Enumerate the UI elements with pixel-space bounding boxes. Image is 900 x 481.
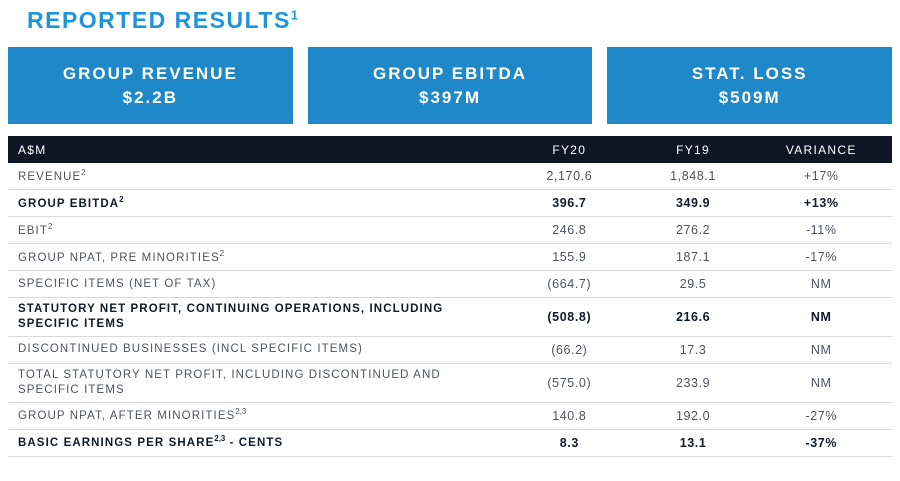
kpi-row: GROUP REVENUE $2.2B GROUP EBITDA $397M S…	[8, 47, 893, 124]
table-row: GROUP NPAT, PRE MINORITIES2 155.9 187.1 -17…	[8, 244, 892, 271]
cell-variance: -17%	[805, 249, 838, 264]
table-row: GROUP NPAT, AFTER MINORITIES2,3 140.8 192.…	[8, 403, 892, 430]
row-label: EBIT2	[18, 221, 53, 237]
cell-fy20: 155.9	[552, 249, 587, 264]
row-label: GROUP NPAT, PRE MINORITIES2	[18, 248, 225, 264]
cell-fy19: 29.5	[679, 276, 707, 291]
row-label-footnote: 2	[47, 221, 53, 231]
table-row: SPECIFIC ITEMS (NET OF TAX) (664.7) 29.5 NM	[8, 271, 892, 298]
results-slide: REPORTED RESULTS1 GROUP REVENUE $2.2B GR…	[0, 7, 900, 481]
cell-fy20: (508.8)	[547, 309, 592, 324]
kpi-value: $397M	[419, 87, 481, 107]
table-row: STATUTORY NET PROFIT, CONTINUING OPERATI…	[8, 298, 892, 337]
table-row: DISCONTINUED BUSINESSES (INCL SPECIFIC I…	[8, 337, 892, 364]
cell-variance: -37%	[805, 435, 838, 450]
row-label-footnote: 2	[81, 167, 86, 177]
row-label: STATUTORY NET PROFIT, CONTINUING OPERATI…	[18, 303, 444, 330]
cell-fy19: 233.9	[675, 375, 711, 390]
cell-fy19: 187.1	[675, 249, 711, 264]
row-label: GROUP NPAT, AFTER MINORITIES2,3	[18, 407, 247, 423]
table-row: REVENUE2 2,170.6 1,848.1 +17%	[8, 163, 892, 190]
row-label-footnote: 2,3	[235, 407, 247, 417]
page-title-footnote: 1	[290, 8, 298, 23]
cell-fy20: 246.8	[552, 222, 587, 237]
results-table: A$M FY20 FY19 VARIANCE REVENUE2 2,170.6 1,…	[8, 136, 892, 457]
row-label-footnote: 2	[219, 248, 225, 258]
cell-variance: +17%	[803, 168, 839, 183]
row-label: BASIC EARNINGS PER SHARE2,3 - CENTS	[18, 434, 284, 450]
cell-variance: NM	[810, 342, 832, 357]
row-label: TOTAL STATUTORY NET PROFIT, INCLUDING DI…	[18, 368, 441, 396]
row-label: DISCONTINUED BUSINESSES (INCL SPECIFIC I…	[18, 343, 363, 356]
cell-fy19: 216.6	[675, 309, 711, 324]
column-header-asm: A$M	[18, 142, 47, 157]
cell-variance: +13%	[803, 195, 839, 210]
cell-variance: -11%	[805, 222, 837, 237]
row-label: GROUP EBITDA2	[18, 194, 124, 210]
table-row: TOTAL STATUTORY NET PROFIT, INCLUDING DI…	[8, 364, 892, 403]
kpi-value: $509M	[718, 87, 781, 107]
table-row: GROUP EBITDA2 396.7 349.9 +13%	[8, 190, 892, 217]
table-header-row: A$M FY20 FY19 VARIANCE	[8, 136, 892, 163]
row-label: SPECIFIC ITEMS (NET OF TAX)	[18, 277, 217, 290]
row-label-footnote: 2	[119, 194, 124, 204]
cell-fy19: 276.2	[675, 222, 711, 237]
cell-fy20: 396.7	[552, 195, 587, 210]
kpi-label: GROUP REVENUE	[62, 63, 238, 83]
cell-variance: NM	[810, 309, 832, 324]
cell-fy19: 13.1	[679, 435, 707, 450]
cell-fy19: 192.0	[675, 408, 711, 423]
kpi-box-group-ebitda: GROUP EBITDA $397M	[307, 47, 593, 124]
table-row: EBIT2 246.8 276.2 -11%	[8, 217, 892, 244]
table-body: REVENUE2 2,170.6 1,848.1 +17% GROUP EBITDA2 3…	[8, 163, 892, 457]
cell-fy20: (664.7)	[547, 276, 592, 291]
page-title: REPORTED RESULTS1	[27, 7, 892, 34]
cell-variance: -27%	[805, 408, 838, 423]
cell-variance: NM	[810, 276, 832, 291]
page-title-text: REPORTED RESULTS	[27, 7, 291, 33]
column-header-variance: VARIANCE	[785, 142, 857, 157]
cell-variance: NM	[810, 375, 832, 390]
cell-fy20: 8.3	[559, 435, 579, 450]
row-label-footnote: 2,3	[214, 434, 226, 444]
cell-fy20: (66.2)	[551, 342, 588, 357]
cell-fy19: 17.3	[679, 342, 707, 357]
kpi-box-group-revenue: GROUP REVENUE $2.2B	[8, 47, 293, 124]
row-label: REVENUE2	[18, 167, 86, 183]
kpi-value: $2.2B	[122, 87, 179, 107]
cell-fy20: 140.8	[552, 408, 587, 423]
cell-fy20: (575.0)	[547, 375, 592, 390]
column-header-fy19: FY19	[676, 142, 711, 157]
cell-fy19: 1,848.1	[670, 168, 717, 183]
table-row: BASIC EARNINGS PER SHARE2,3 - CENTS 8.3 13…	[8, 430, 892, 457]
kpi-box-stat-loss: STAT. LOSS $509M	[607, 47, 893, 124]
kpi-label: STAT. LOSS	[691, 63, 808, 83]
cell-fy19: 349.9	[675, 195, 711, 210]
column-header-fy20: FY20	[552, 142, 587, 157]
kpi-label: GROUP EBITDA	[372, 63, 528, 83]
cell-fy20: 2,170.6	[546, 168, 593, 183]
